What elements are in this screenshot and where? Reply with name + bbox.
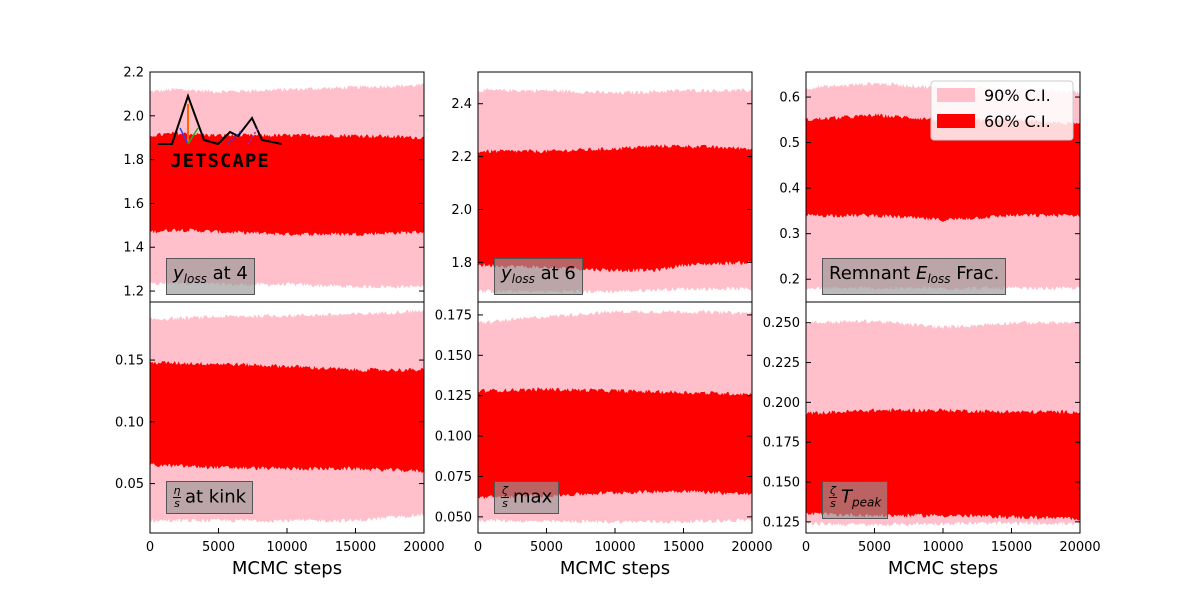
y-tick-label: 0.5 — [779, 136, 800, 151]
annotation-eta-s-at-kink: η s at kink — [166, 481, 254, 514]
x-tick-label: 20000 — [731, 540, 772, 555]
legend-swatch — [937, 114, 975, 128]
y-tick-label: 0.4 — [779, 182, 800, 197]
y-tick-label: 0.150 — [763, 476, 800, 491]
y-tick-label: 0.100 — [435, 430, 472, 445]
panel-bottom-left — [150, 309, 424, 523]
x-tick-label: 0 — [474, 540, 482, 555]
jetscape-logo: JETSCAPE — [158, 92, 282, 172]
y-tick-label: 2.2 — [123, 66, 144, 81]
y-tick-label: 0.15 — [115, 354, 144, 369]
y-tick-label: 0.2 — [779, 273, 800, 288]
y-tick-label: 0.200 — [763, 396, 800, 411]
band-60ci — [478, 144, 752, 273]
band-60ci — [150, 131, 424, 237]
y-tick-label: 0.075 — [435, 470, 472, 485]
x-tick-label: 5000 — [530, 540, 563, 555]
y-tick-label: 0.150 — [435, 349, 472, 364]
y-tick-label: 0.225 — [763, 356, 800, 371]
band-60ci — [806, 113, 1080, 223]
annotation-zeta-s-tpeak: ζ s Tpeak — [822, 481, 889, 519]
legend: 90% C.I. 60% C.I. — [930, 80, 1074, 141]
y-tick-label: 1.6 — [123, 197, 144, 212]
y-tick-label: 0.125 — [763, 515, 800, 530]
x-tick-label: 5000 — [858, 540, 891, 555]
x-tick-label: 10000 — [594, 540, 635, 555]
y-tick-label: 2.0 — [123, 109, 144, 124]
y-tick-label: 0.3 — [779, 227, 800, 242]
y-tick-label: 2.2 — [451, 150, 472, 165]
annotation-zeta-s-max: ζ s max — [494, 481, 560, 514]
jet-peaks-graphic — [158, 92, 282, 146]
x-tick-label: 20000 — [1059, 540, 1100, 555]
x-tick-label: 0 — [146, 540, 154, 555]
annotation-yloss-at-4: yloss at 4 — [166, 258, 255, 295]
annotation-remnant-eloss-frac: Remnant Eloss Frac. — [822, 258, 1007, 295]
band-60ci — [150, 360, 424, 473]
panel-bottom-right — [806, 319, 1080, 527]
panel-top-left — [150, 83, 424, 289]
y-tick-label: 0.10 — [115, 415, 144, 430]
x-tick-label: 5000 — [202, 540, 235, 555]
y-tick-label: 0.05 — [115, 477, 144, 492]
band-60ci — [478, 387, 752, 500]
y-tick-label: 1.2 — [123, 285, 144, 300]
annotation-yloss-at-6: yloss at 6 — [494, 258, 583, 295]
y-tick-label: 0.175 — [435, 308, 472, 323]
legend-label: 60% C.I. — [984, 112, 1051, 131]
panel-bottom-middle — [478, 309, 752, 524]
y-tick-label: 1.4 — [123, 241, 144, 256]
y-tick-label: 2.4 — [451, 97, 472, 112]
y-tick-label: 1.8 — [123, 153, 144, 168]
x-tick-label: 0 — [802, 540, 810, 555]
legend-swatch — [937, 88, 975, 102]
y-tick-label: 0.175 — [763, 436, 800, 451]
jetscape-logo-text: JETSCAPE — [170, 150, 270, 172]
x-axis-label: MCMC steps — [888, 558, 998, 579]
x-tick-label: 15000 — [663, 540, 704, 555]
x-tick-label: 10000 — [266, 540, 307, 555]
y-tick-label: 0.050 — [435, 510, 472, 525]
panel-top-middle — [478, 88, 752, 294]
legend-label: 90% C.I. — [984, 86, 1051, 105]
x-axis-label: MCMC steps — [232, 558, 342, 579]
y-tick-label: 1.8 — [451, 256, 472, 271]
x-tick-label: 10000 — [922, 540, 963, 555]
x-tick-label: 15000 — [991, 540, 1032, 555]
x-tick-label: 15000 — [335, 540, 376, 555]
y-tick-label: 0.250 — [763, 316, 800, 331]
x-axis-label: MCMC steps — [560, 558, 670, 579]
y-tick-label: 0.125 — [435, 389, 472, 404]
y-tick-label: 2.0 — [451, 203, 472, 218]
y-tick-label: 0.6 — [779, 91, 800, 106]
x-tick-label: 20000 — [403, 540, 444, 555]
